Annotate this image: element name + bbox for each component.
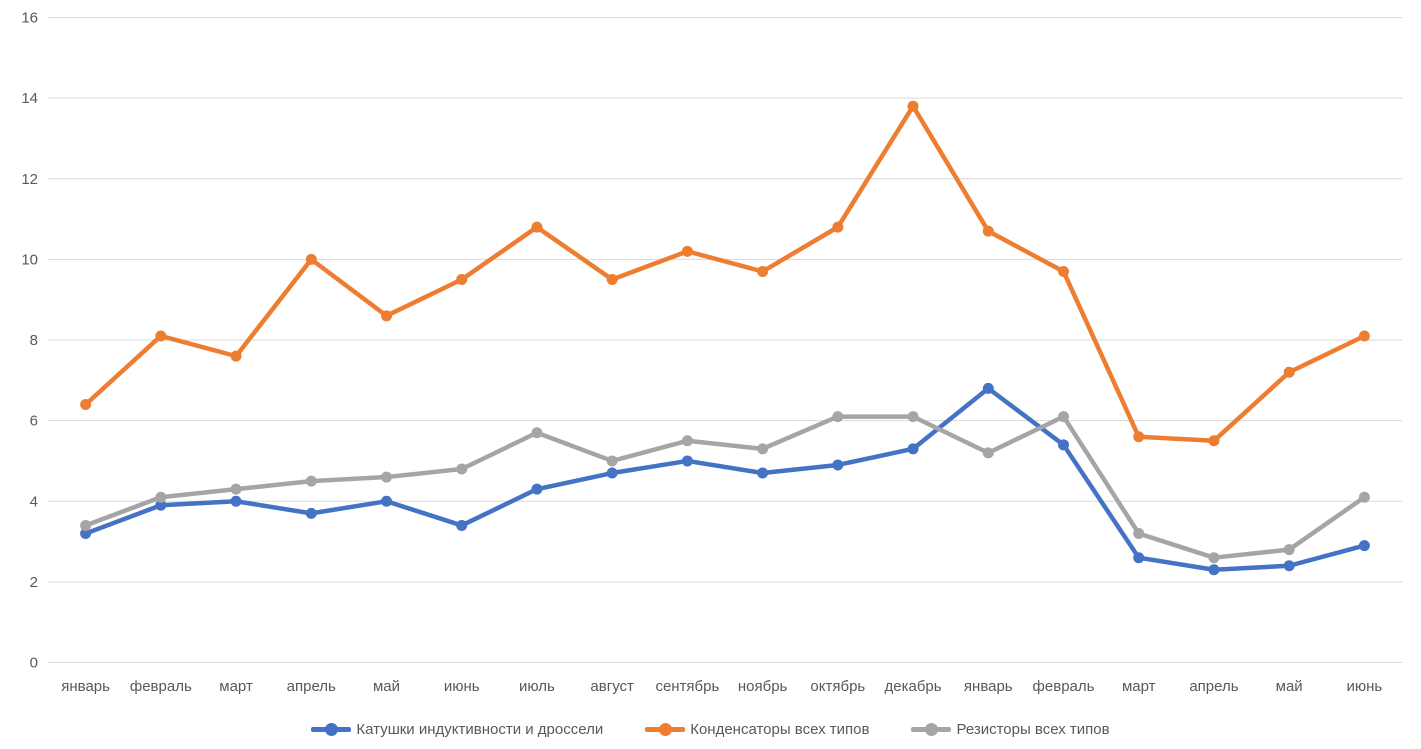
data-point-marker [155, 499, 167, 511]
data-point-marker [1058, 439, 1069, 451]
data-point-marker [606, 467, 618, 479]
x-axis-category-label: сентябрь [655, 678, 719, 695]
data-point-marker [305, 253, 317, 265]
data-point-marker [757, 265, 769, 277]
y-axis-tick-label: 4 [30, 493, 38, 510]
x-axis-category-label: июнь [444, 678, 480, 695]
series-line-0 [83, 386, 1367, 573]
data-point-marker [305, 507, 317, 519]
data-point-marker [982, 447, 994, 459]
legend-item-inductors: Катушки индуктивности и дроссели [311, 722, 603, 737]
y-axis-tick-label: 14 [21, 90, 38, 107]
data-point-marker [757, 467, 769, 479]
data-point-marker [681, 245, 693, 257]
data-point-marker [230, 350, 242, 362]
data-point-marker [230, 483, 242, 495]
legend-item-capacitors: Конденсаторы всех типов [645, 722, 869, 737]
legend-label: Резисторы всех типов [956, 720, 1110, 738]
x-axis-category-label: август [590, 678, 634, 695]
data-point-marker [155, 330, 167, 342]
chart-canvas: 0 2 4 6 8 10 12 14 16 январь февраль март апрель май и… [21, 10, 1402, 695]
data-point-marker [1208, 552, 1220, 564]
data-point-marker [606, 274, 618, 286]
data-point-marker [456, 463, 468, 475]
y-axis-tick-label: 8 [30, 332, 38, 349]
x-axis-category-label: март [219, 678, 253, 695]
data-point-marker [1283, 544, 1295, 556]
legend-line-marker-icon [645, 722, 686, 736]
data-point-marker [907, 411, 919, 423]
data-point-marker [381, 471, 392, 483]
x-axis-category-label: ноябрь [738, 678, 788, 695]
x-axis-category-label: апрель [1189, 678, 1238, 695]
x-axis-category-label: октябрь [810, 678, 865, 695]
data-point-marker [1358, 540, 1370, 552]
data-point-marker [381, 495, 392, 507]
data-point-marker [1133, 528, 1145, 539]
data-point-marker [1133, 552, 1145, 564]
data-point-marker [305, 475, 317, 487]
legend-item-resistors: Резисторы всех типов [911, 720, 1110, 738]
data-point-marker [456, 519, 468, 531]
data-point-marker [982, 225, 994, 237]
series-line-1 [83, 103, 1367, 444]
data-point-marker [1358, 491, 1370, 503]
data-point-marker [381, 310, 392, 322]
data-point-marker [531, 221, 543, 233]
data-point-marker [531, 483, 543, 495]
data-point-marker [155, 491, 167, 503]
y-axis-tick-label: 12 [21, 171, 38, 188]
data-point-marker [80, 528, 92, 539]
data-point-marker [1133, 431, 1145, 443]
data-point-marker [1358, 330, 1370, 342]
x-axis-category-label: февраль [1033, 678, 1095, 695]
legend-dot-icon [924, 722, 938, 736]
legend-label: Конденсаторы всех типов [690, 720, 870, 738]
data-point-marker [456, 274, 468, 286]
x-axis-category-label: май [1276, 678, 1303, 695]
data-point-marker [1283, 560, 1295, 572]
y-axis-tick-label: 6 [30, 413, 38, 430]
chart-legend: Катушки индуктивности и дроссели Конденс… [0, 714, 1421, 744]
x-axis-category-label: апрель [287, 678, 336, 695]
x-axis-category-label: май [373, 678, 400, 695]
data-point-marker [832, 411, 844, 423]
data-point-marker [1208, 435, 1220, 447]
x-axis-category-label: январь [61, 678, 110, 695]
data-point-marker [1058, 411, 1069, 423]
data-point-marker [230, 495, 242, 507]
x-axis-category-label: март [1122, 678, 1156, 695]
data-point-marker [907, 443, 919, 455]
x-axis-category-label: июнь [1347, 678, 1383, 695]
data-point-marker [531, 427, 543, 439]
x-axis-category-label: декабрь [885, 678, 942, 695]
y-axis-tick-label: 10 [21, 251, 38, 268]
y-axis-tick-label: 0 [30, 655, 38, 672]
data-point-marker [681, 455, 693, 467]
data-point-marker [80, 519, 92, 531]
data-point-marker [832, 459, 844, 471]
data-point-marker [832, 221, 844, 233]
x-axis-category-label: январь [964, 678, 1013, 695]
data-point-marker [757, 443, 769, 455]
data-point-marker [982, 382, 994, 394]
legend-line-marker-icon [911, 722, 952, 736]
data-point-marker [1208, 564, 1220, 576]
legend-dot-icon [324, 722, 338, 736]
y-axis-tick-label: 2 [30, 574, 38, 591]
data-point-marker [80, 399, 92, 410]
legend-line-marker-icon [311, 722, 352, 736]
data-point-marker [1058, 265, 1069, 277]
legend-label: Катушки индуктивности и дроссели [356, 720, 604, 738]
series-line-2 [83, 414, 1367, 560]
data-point-marker [606, 455, 618, 467]
data-point-marker [681, 435, 693, 447]
y-axis-tick-label: 16 [21, 10, 38, 27]
x-axis-category-label: февраль [130, 678, 192, 695]
data-point-marker [907, 100, 919, 112]
legend-dot-icon [658, 722, 672, 736]
data-point-marker [1283, 366, 1295, 378]
x-axis-category-label: июль [519, 678, 555, 695]
